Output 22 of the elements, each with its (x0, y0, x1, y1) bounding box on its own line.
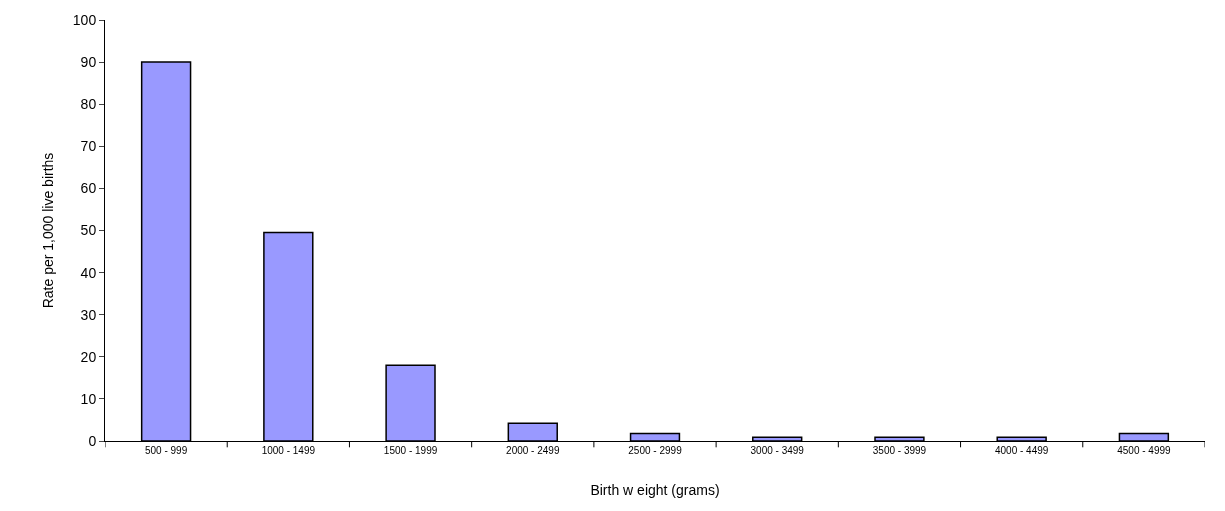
x-tick-label: 4000 - 4499 (994, 445, 1049, 456)
x-tick-label: 3000 - 3499 (750, 445, 805, 456)
x-tick-label: 4500 - 4999 (1117, 445, 1172, 456)
x-tick-label: 2500 - 2999 (628, 445, 683, 456)
x-tick-label: 1000 - 1499 (261, 445, 316, 456)
y-tick-label: 90 (80, 54, 97, 70)
x-axis-title: Birth w eight (grams) (590, 482, 720, 499)
y-tick-label: 10 (80, 390, 97, 407)
y-tick-label: 30 (80, 306, 97, 323)
y-tick-label: 0 (88, 432, 97, 449)
y-tick-label: 20 (80, 348, 97, 365)
x-tick-label: 2000 - 2499 (506, 445, 560, 456)
y-tick-label: 50 (80, 222, 97, 239)
x-tick-label: 500 - 999 (144, 445, 188, 456)
y-tick-label: 70 (80, 138, 97, 155)
y-axis-title: Rate per 1,000 live births (40, 152, 57, 309)
y-tick-label: 80 (80, 96, 97, 113)
x-tick-label: 3500 - 3999 (872, 445, 927, 456)
x-tick-label: 1500 - 1999 (383, 445, 438, 456)
y-tick-label: 100 (72, 11, 97, 28)
y-tick-label: 60 (80, 180, 97, 197)
y-tick-label: 40 (80, 264, 97, 281)
